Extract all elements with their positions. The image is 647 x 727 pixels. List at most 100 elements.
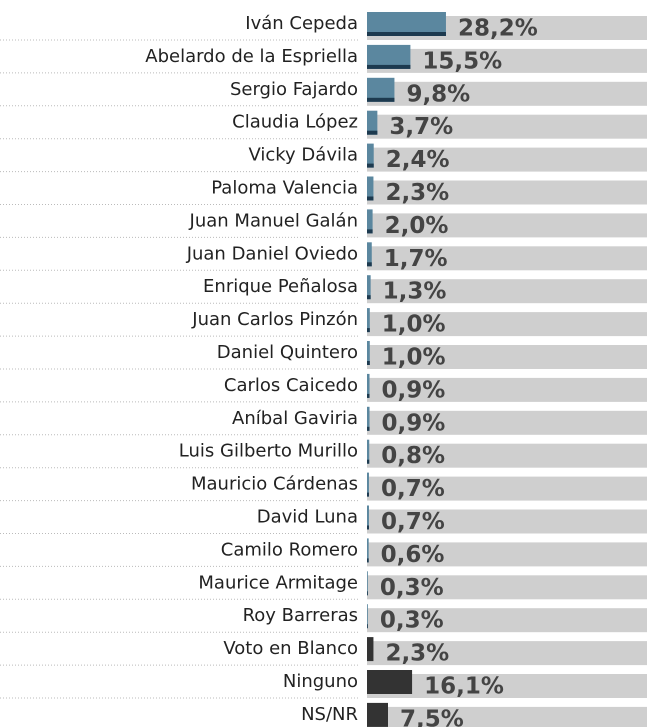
bar-edge bbox=[367, 130, 378, 135]
value-label: 1,3% bbox=[383, 279, 447, 305]
bar-edge bbox=[367, 196, 374, 201]
category-label: Roy Barreras bbox=[243, 605, 358, 626]
bar bbox=[367, 143, 374, 168]
value-label: 15,5% bbox=[422, 48, 502, 74]
category-label: Voto en Blanco bbox=[223, 638, 358, 659]
bar-edge bbox=[367, 64, 411, 69]
track bbox=[367, 608, 647, 633]
bar-edge bbox=[367, 97, 395, 102]
category-label: Vicky Dávila bbox=[248, 145, 358, 166]
bar bbox=[367, 670, 413, 694]
track bbox=[367, 674, 647, 698]
value-label: 28,2% bbox=[458, 16, 538, 42]
track bbox=[367, 48, 647, 73]
bar bbox=[367, 439, 370, 464]
bar-edge bbox=[367, 426, 370, 431]
track bbox=[367, 641, 647, 666]
value-label: 7,5% bbox=[400, 706, 464, 727]
track bbox=[367, 542, 647, 567]
category-label: Juan Carlos Pinzón bbox=[191, 309, 358, 330]
value-label: 2,0% bbox=[385, 213, 449, 239]
track bbox=[367, 81, 647, 106]
bar bbox=[367, 472, 369, 497]
value-label: 1,7% bbox=[384, 246, 448, 272]
bar bbox=[367, 538, 369, 563]
value-label: 0,6% bbox=[381, 542, 445, 568]
value-label: 2,3% bbox=[385, 641, 449, 667]
bar-edge bbox=[367, 459, 370, 464]
bar bbox=[367, 308, 370, 333]
category-label: Juan Manuel Galán bbox=[189, 210, 358, 231]
category-label: Enrique Peñalosa bbox=[203, 276, 358, 297]
track bbox=[367, 312, 647, 337]
track bbox=[367, 213, 647, 238]
track bbox=[367, 706, 647, 727]
category-label: Ninguno bbox=[283, 671, 358, 692]
value-label: 0,9% bbox=[382, 377, 446, 403]
track bbox=[367, 180, 647, 205]
value-label: 2,4% bbox=[386, 147, 450, 173]
bar bbox=[367, 176, 374, 201]
category-label: Mauricio Cárdenas bbox=[191, 474, 358, 495]
bar-edge bbox=[367, 624, 368, 629]
value-label: 0,3% bbox=[380, 608, 444, 634]
bar bbox=[367, 702, 388, 727]
bar-edge bbox=[367, 558, 369, 563]
category-label: Iván Cepeda bbox=[245, 13, 358, 34]
category-label: Maurice Armitage bbox=[198, 572, 358, 593]
bar-edge bbox=[367, 328, 370, 333]
value-label: 16,1% bbox=[424, 674, 504, 700]
bar bbox=[367, 110, 378, 135]
bar bbox=[367, 275, 371, 300]
value-label: 3,7% bbox=[389, 114, 453, 140]
bar bbox=[367, 406, 370, 431]
bar bbox=[367, 505, 369, 530]
track bbox=[367, 410, 647, 435]
bar bbox=[367, 242, 372, 267]
track bbox=[367, 575, 647, 600]
track bbox=[367, 443, 647, 468]
value-label: 0,7% bbox=[381, 476, 445, 502]
value-label: 0,3% bbox=[380, 575, 444, 601]
bar bbox=[367, 373, 370, 398]
category-label: Carlos Caicedo bbox=[224, 375, 358, 396]
bar-edge bbox=[367, 393, 370, 398]
track bbox=[367, 147, 647, 172]
category-label: David Luna bbox=[257, 507, 358, 528]
bar-edge bbox=[367, 229, 373, 234]
bar-edge bbox=[367, 262, 372, 267]
track bbox=[367, 246, 647, 271]
bar-edge bbox=[367, 361, 370, 365]
track bbox=[367, 345, 647, 369]
category-label: Camilo Romero bbox=[221, 539, 358, 560]
bar-edge bbox=[367, 492, 369, 497]
track bbox=[367, 114, 647, 139]
category-label: NS/NR bbox=[301, 704, 358, 725]
value-label: 1,0% bbox=[382, 312, 446, 338]
value-label: 1,0% bbox=[382, 345, 446, 371]
category-label: Paloma Valencia bbox=[211, 178, 358, 199]
value-label: 0,8% bbox=[381, 443, 445, 469]
value-label: 9,8% bbox=[406, 81, 470, 107]
category-label: Claudia López bbox=[232, 112, 358, 133]
bar-edge bbox=[367, 591, 368, 596]
bar bbox=[367, 209, 373, 234]
bar bbox=[367, 571, 368, 596]
category-label: Daniel Quintero bbox=[217, 342, 358, 363]
category-label: Sergio Fajardo bbox=[230, 79, 358, 100]
bar bbox=[367, 341, 370, 365]
track bbox=[367, 509, 647, 534]
bar-edge bbox=[367, 32, 446, 36]
bar-edge bbox=[367, 525, 369, 530]
bar bbox=[367, 604, 368, 629]
track bbox=[367, 279, 647, 304]
bar-edge bbox=[367, 163, 374, 168]
value-label: 2,3% bbox=[385, 180, 449, 206]
category-label: Juan Daniel Oviedo bbox=[186, 243, 358, 264]
category-label: Aníbal Gaviria bbox=[232, 408, 358, 429]
value-label: 0,9% bbox=[382, 410, 446, 436]
bar bbox=[367, 637, 374, 662]
category-label: Abelardo de la Espriella bbox=[145, 46, 358, 67]
track bbox=[367, 377, 647, 402]
